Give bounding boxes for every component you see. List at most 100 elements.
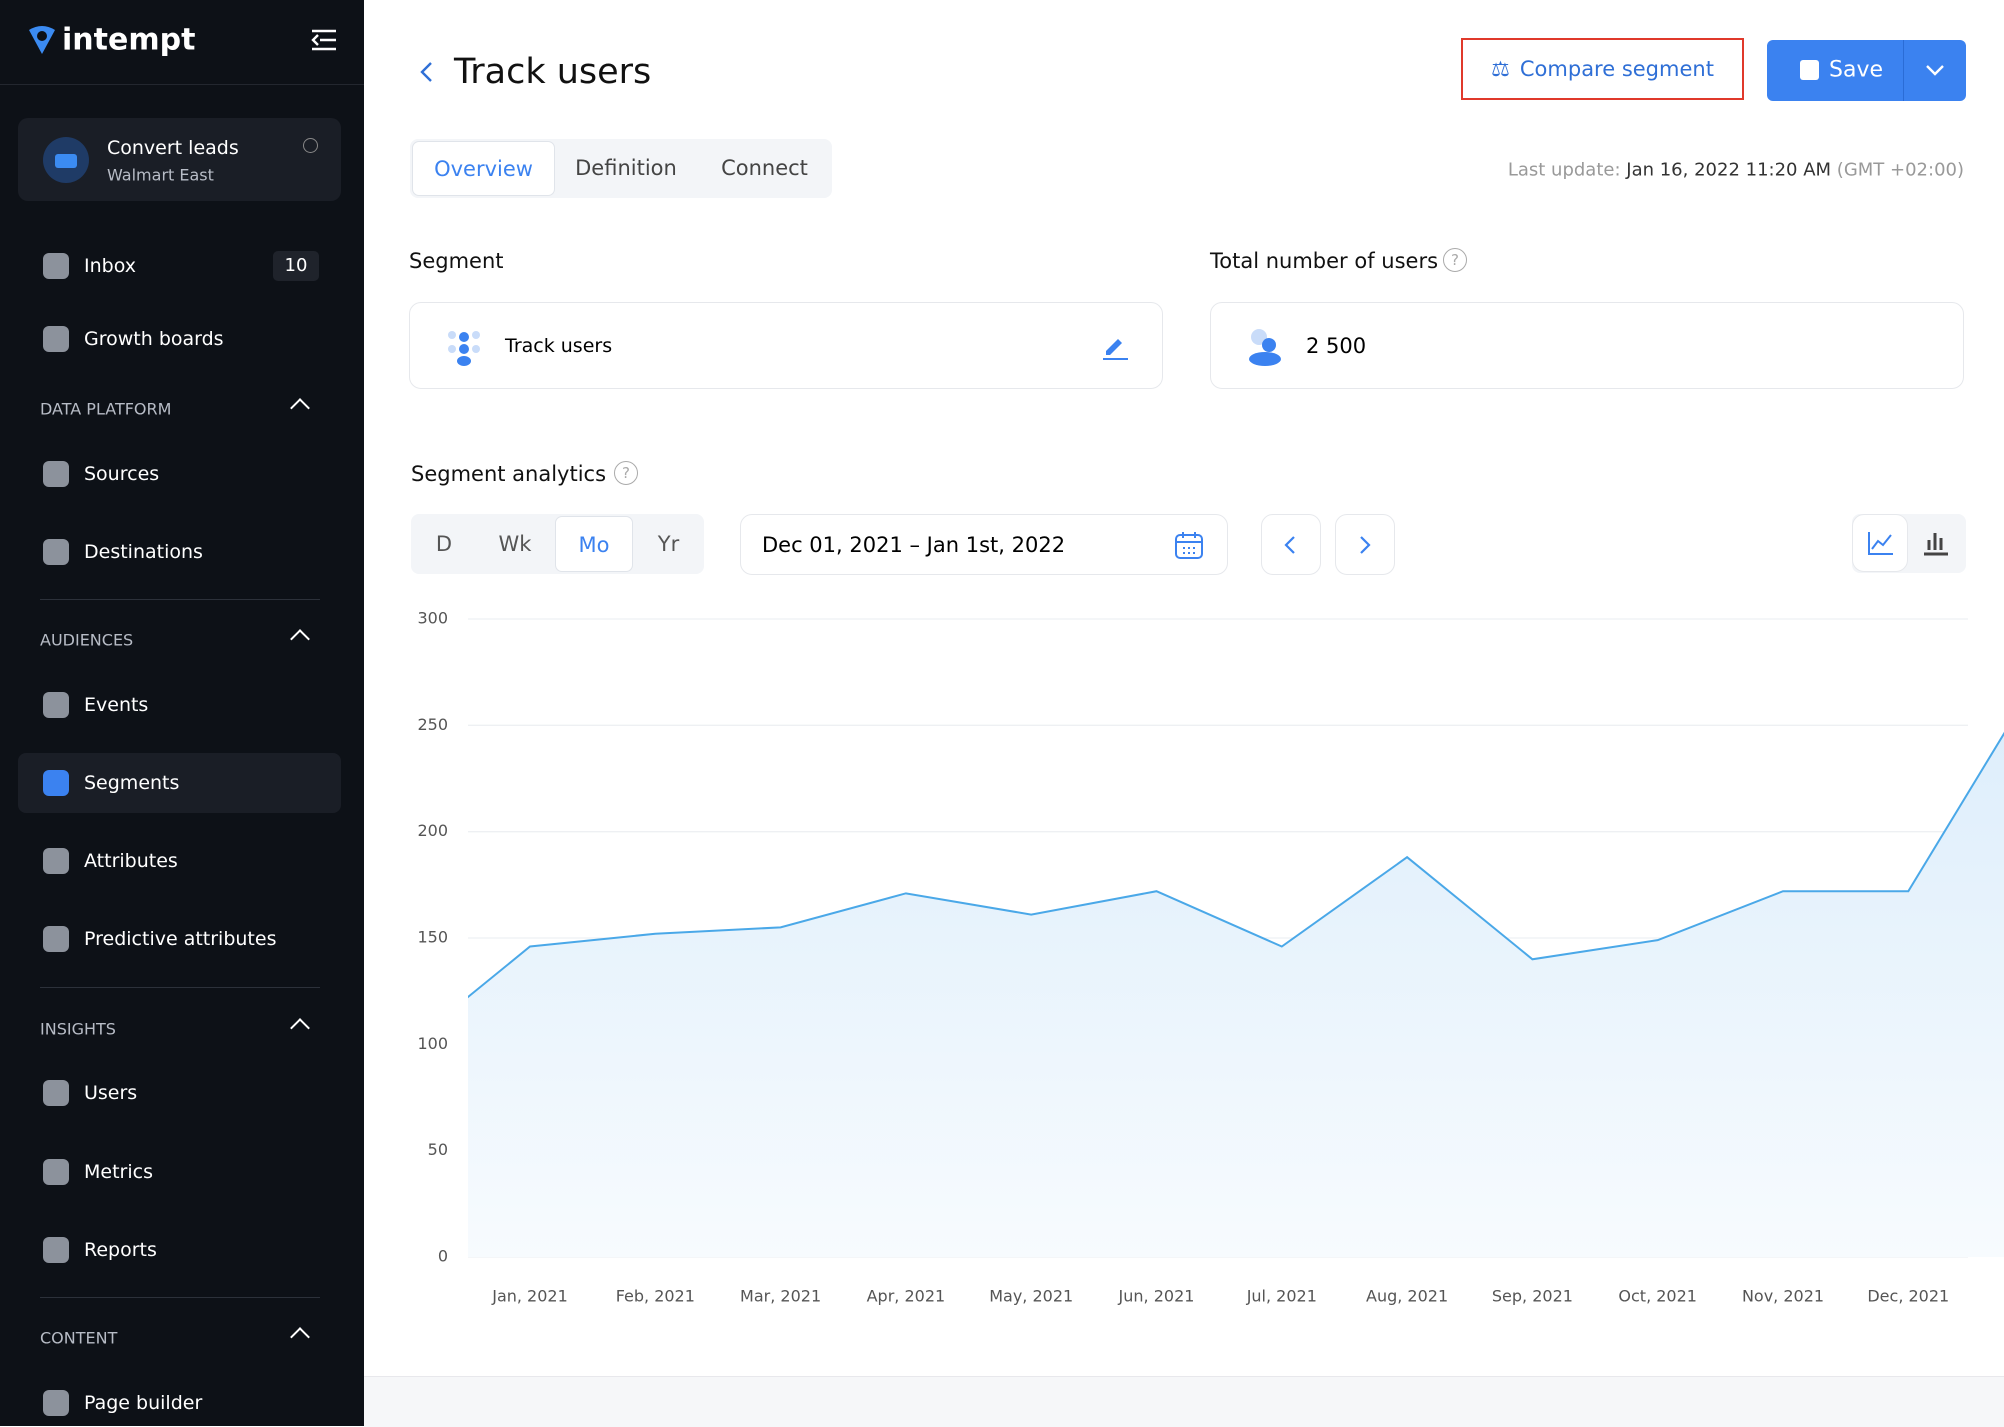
x-tick-label: Jun, 2021: [1118, 1287, 1195, 1306]
line: [468, 731, 2004, 999]
last-update-date: Jan 16, 2022 11:20 AM: [1626, 159, 1832, 181]
nav-item[interactable]: Segments: [84, 772, 180, 794]
workspace-name: Convert leads: [107, 137, 239, 159]
nav-item[interactable]: Reports: [84, 1239, 157, 1261]
nav-badge: 10: [273, 251, 319, 281]
total-card: 2 500: [1210, 302, 1964, 389]
nav-active: [18, 753, 341, 813]
nav-item[interactable]: Events: [84, 694, 149, 716]
compare-button[interactable]: ⚖ Compare segment: [1461, 38, 1744, 100]
y-tick-label: 50: [428, 1140, 448, 1159]
period[interactable]: Mo: [555, 516, 633, 572]
divider: [40, 1297, 320, 1298]
y-tick-label: 200: [417, 821, 448, 840]
tab[interactable]: Connect: [721, 156, 808, 180]
section-toggle[interactable]: [290, 1018, 310, 1038]
nav-item[interactable]: Attributes: [84, 850, 178, 872]
analytics-heading: Segment analytics: [411, 462, 607, 486]
nav-icon: [43, 539, 69, 565]
x-tick-label: Feb, 2021: [616, 1287, 695, 1306]
footer-area: [364, 1376, 2004, 1427]
nav-item[interactable]: Page builder: [84, 1392, 203, 1414]
nav-item[interactable]: Inbox: [84, 255, 136, 277]
nav-icon: [43, 1390, 69, 1416]
next-button[interactable]: [1335, 514, 1395, 575]
logo-icon: [29, 26, 55, 54]
prev-button[interactable]: [1261, 514, 1321, 575]
x-tick-label: Oct, 2021: [1618, 1287, 1697, 1306]
nav-item[interactable]: Predictive attributes: [84, 928, 277, 950]
compare-label: Compare segment: [1519, 57, 1714, 81]
nav-item[interactable]: Destinations: [84, 541, 203, 563]
workspace-subtitle: Walmart East: [107, 165, 214, 185]
segment-name: Track users: [505, 335, 613, 357]
x-tick-label: Sep, 2021: [1492, 1287, 1573, 1306]
workspace-card[interactable]: Convert leads Walmart East: [18, 118, 341, 201]
y-tick-label: 100: [417, 1034, 448, 1053]
last-update-zone: (GMT +02:00): [1836, 159, 1964, 181]
edit-segment[interactable]: [1100, 331, 1130, 361]
total-heading: Total number of users: [1210, 249, 1439, 273]
nav-item[interactable]: Sources: [84, 463, 160, 485]
nav-icon: [43, 848, 69, 874]
section-toggle[interactable]: [290, 1327, 310, 1347]
back-button[interactable]: [418, 60, 436, 84]
period[interactable]: Wk: [498, 532, 532, 556]
section-toggle[interactable]: [290, 398, 310, 418]
last-update-label: Last update:: [1507, 159, 1621, 181]
bar-chart-button[interactable]: [1922, 530, 1950, 556]
divider: [40, 599, 320, 600]
nav-icon: [43, 926, 69, 952]
nav-icon: [43, 326, 69, 352]
y-tick-label: 0: [438, 1247, 448, 1266]
x-tick-label: Aug, 2021: [1366, 1287, 1448, 1306]
nav-item[interactable]: Metrics: [84, 1161, 153, 1183]
page-title: Track users: [454, 52, 652, 92]
nav-item[interactable]: Growth boards: [84, 328, 224, 350]
total-value: 2 500: [1306, 334, 1367, 358]
nav-icon: [43, 1237, 69, 1263]
nav-item[interactable]: Users: [84, 1082, 138, 1104]
sidebar: intempt Convert leads Walmart East Inbox…: [0, 0, 364, 1426]
last-update: Last update: Jan 16, 2022 11:20 AM (GMT …: [1508, 160, 1964, 181]
x-tick-label: Jul, 2021: [1246, 1287, 1317, 1306]
section-label: AUDIENCES: [40, 630, 134, 650]
y-tick-label: 300: [417, 609, 448, 628]
save-button[interactable]: Save: [1767, 40, 1966, 101]
segment-card: Track users: [409, 302, 1163, 389]
tabs: Overview Definition Connect: [410, 139, 832, 198]
x-tick-label: Mar, 2021: [740, 1287, 821, 1306]
brand: intempt: [62, 22, 196, 58]
chart-toggle: [1852, 514, 1966, 573]
x-tick-label: Dec, 2021: [1867, 1287, 1949, 1306]
period[interactable]: D: [435, 532, 453, 556]
divider: [40, 987, 320, 988]
date-range-text: Dec 01, 2021 – Jan 1st, 2022: [762, 533, 1066, 557]
section-label: DATA PLATFORM: [40, 399, 172, 419]
tab[interactable]: Definition: [575, 156, 677, 180]
y-tick-label: 150: [417, 928, 448, 947]
tab[interactable]: Overview: [412, 141, 555, 196]
section-label: CONTENT: [40, 1328, 118, 1348]
segment-heading: Segment: [409, 249, 504, 273]
nav-icon: [43, 461, 69, 487]
section-label: INSIGHTS: [40, 1019, 116, 1039]
nav-icon: [43, 1080, 69, 1106]
line-chart-button[interactable]: [1852, 514, 1908, 572]
chart: 0 50 100 150 200 250 300 Jan, 2021 Feb, 2021 Mar,…: [417, 609, 2004, 1306]
period[interactable]: Yr: [657, 532, 680, 556]
save-menu[interactable]: [1923, 60, 1947, 80]
date-range[interactable]: Dec 01, 2021 – Jan 1st, 2022: [740, 514, 1228, 575]
y-tick-label: 250: [417, 715, 448, 734]
nav-icon: [43, 253, 69, 279]
x-tick-label: Apr, 2021: [867, 1287, 946, 1306]
x-tick-label: Nov, 2021: [1742, 1287, 1824, 1306]
nav-icon: [43, 1159, 69, 1185]
x-tick-label: Jan, 2021: [491, 1287, 568, 1306]
section-toggle[interactable]: [290, 629, 310, 649]
nav-icon: [43, 692, 69, 718]
menu-toggle[interactable]: [310, 28, 338, 52]
nav-icon: [43, 770, 69, 796]
plot: [468, 731, 2004, 1257]
